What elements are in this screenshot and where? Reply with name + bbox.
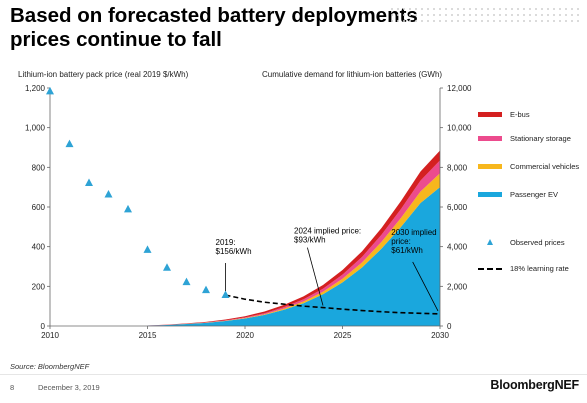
- observed-price-marker: [163, 263, 171, 271]
- annotation-2019-price-text: $156/kWh: [216, 247, 252, 256]
- slide-title: Based on forecasted battery deployments …: [10, 4, 418, 51]
- learning-rate-line: [225, 294, 441, 315]
- x-tick-label: 2010: [41, 331, 59, 340]
- annotation-2030-price-text: price:: [391, 237, 411, 246]
- annotation-2030-leader: [412, 261, 439, 312]
- legend-label: Commercial vehicles: [510, 162, 580, 171]
- legend-swatch: [478, 112, 502, 117]
- right-tick-label: 8,000: [447, 163, 468, 172]
- slide-date: December 3, 2019: [38, 383, 100, 392]
- x-tick-label: 2025: [334, 331, 352, 340]
- observed-price-marker: [143, 245, 152, 253]
- legend-label: Stationary storage: [510, 134, 571, 143]
- left-axis-title: Lithium-ion battery pack price (real 201…: [18, 70, 189, 79]
- legend-label: Observed prices: [510, 238, 565, 247]
- legend-label: E-bus: [510, 110, 530, 119]
- legend-label: 18% learning rate: [510, 264, 569, 273]
- left-tick-label: 1,200: [25, 84, 46, 93]
- source-note: Source: BloombergNEF: [10, 362, 90, 371]
- legend-label: Passenger EV: [510, 190, 558, 199]
- annotation-2024-leader: [307, 247, 324, 306]
- right-tick-label: 4,000: [447, 243, 468, 252]
- annotation-2030-price-text: 2030 implied: [391, 228, 436, 237]
- annotation-2024-price-text: 2024 implied price:: [294, 227, 361, 236]
- x-tick-label: 2020: [236, 331, 254, 340]
- left-tick-label: 400: [32, 243, 46, 252]
- left-tick-label: 1,000: [25, 124, 46, 133]
- left-tick-label: 600: [32, 203, 46, 212]
- observed-price-marker: [85, 178, 93, 187]
- observed-price-marker: [221, 290, 230, 299]
- left-tick-label: 0: [41, 322, 46, 331]
- legend-dash-line: [478, 268, 502, 270]
- decorative-dot-pattern: [389, 6, 579, 22]
- left-tick-label: 200: [32, 282, 46, 291]
- right-axis-title: Cumulative demand for lithium-ion batter…: [262, 70, 443, 79]
- right-tick-label: 0: [447, 322, 452, 331]
- right-tick-label: 2,000: [447, 282, 468, 291]
- x-tick-label: 2030: [431, 331, 449, 340]
- observed-price-marker: [104, 190, 113, 198]
- right-tick-label: 12,000: [447, 84, 472, 93]
- right-tick-label: 6,000: [447, 203, 468, 212]
- observed-price-marker: [124, 204, 132, 213]
- left-tick-label: 800: [32, 163, 46, 172]
- right-tick-label: 10,000: [447, 124, 472, 133]
- observed-price-marker: [46, 86, 54, 95]
- annotation-2030-price-text: $61/kWh: [391, 246, 423, 255]
- legend-swatch: [478, 136, 502, 141]
- x-tick-label: 2015: [139, 331, 157, 340]
- legend-swatch: [478, 192, 502, 197]
- annotation-2024-price-text: $93/kWh: [294, 236, 326, 245]
- observed-price-marker: [202, 285, 210, 294]
- area-series-passenger-ev: [147, 187, 440, 326]
- page-number: 8: [10, 383, 15, 392]
- brand-logo: BloombergNEF: [490, 378, 579, 392]
- legend-triangle-icon: [487, 239, 493, 245]
- legend-swatch: [478, 164, 502, 169]
- annotation-2019-price-text: 2019:: [216, 238, 236, 247]
- footer-divider: [0, 374, 587, 375]
- observed-price-marker: [65, 139, 74, 148]
- observed-price-marker: [182, 277, 191, 286]
